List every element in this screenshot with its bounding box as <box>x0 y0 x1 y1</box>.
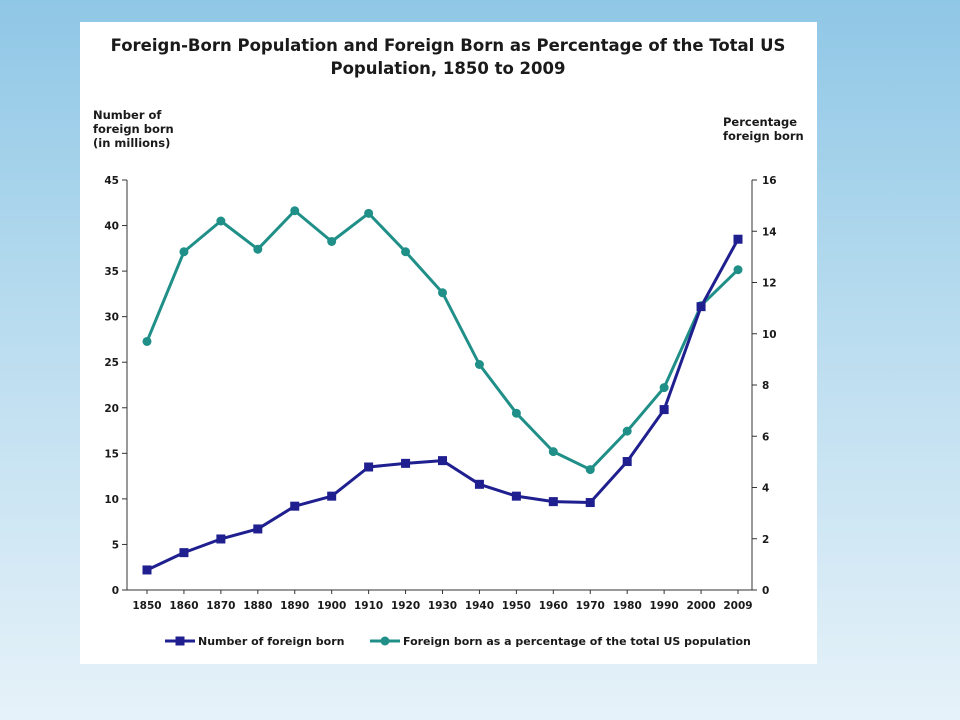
right-axis-tick-label: 2 <box>762 534 769 546</box>
legend-label-number-foreign-born: Number of foreign born <box>198 635 344 648</box>
x-axis-tick-label: 1970 <box>576 600 605 612</box>
data-point-number-foreign-born <box>438 456 447 466</box>
right-axis-tick-label: 0 <box>762 585 769 597</box>
data-point-number-foreign-born <box>290 501 300 511</box>
left-axis-tick-label: 40 <box>104 221 119 233</box>
right-axis-label-line-1: Percentage <box>723 115 797 129</box>
left-axis-label-line-3: (in millions) <box>93 136 170 150</box>
right-axis-tick-label: 16 <box>762 175 777 187</box>
chart-panel: Foreign-Born Population and Foreign Born… <box>80 22 817 664</box>
x-axis-tick-label: 1940 <box>465 600 494 612</box>
legend-marker-number-foreign-born <box>175 636 185 646</box>
data-point-percent-foreign-born <box>364 208 374 218</box>
x-axis-tick-label: 1900 <box>317 600 346 612</box>
data-point-number-foreign-born <box>733 234 743 244</box>
series-layer <box>142 206 743 575</box>
data-point-percent-foreign-born <box>438 288 447 298</box>
x-axis-tick-label: 1880 <box>243 600 272 612</box>
data-point-percent-foreign-born <box>327 237 337 246</box>
data-point-percent-foreign-born <box>474 360 484 369</box>
left-axis-label-line-2: foreign born <box>93 122 174 136</box>
right-axis-tick-label: 10 <box>762 329 777 341</box>
data-point-percent-foreign-born <box>216 216 226 226</box>
data-point-percent-foreign-born <box>253 244 263 254</box>
left-axis-tick-label: 30 <box>104 312 119 324</box>
data-point-percent-foreign-born <box>142 336 152 346</box>
left-axis-tick-label: 0 <box>112 585 119 597</box>
data-point-number-foreign-born <box>548 497 558 507</box>
x-axis-tick-label: 1850 <box>132 600 161 612</box>
x-axis-tick-label: 1980 <box>613 600 642 612</box>
data-point-number-foreign-born <box>622 457 632 467</box>
right-axis-tick-label: 4 <box>762 483 769 495</box>
axes: 0 5 10 15 20 25 30 35 40 45 0 2 4 6 8 10 12 14 16 1850 1860 1… <box>104 175 776 612</box>
data-point-number-foreign-born <box>179 548 189 558</box>
chart-title-line-2: Population, 1850 to 2009 <box>331 59 566 78</box>
data-point-percent-foreign-born <box>290 206 300 216</box>
right-axis-tick-label: 12 <box>762 278 777 290</box>
x-axis-tick-label: 1960 <box>539 600 568 612</box>
legend-label-percent-foreign-born: Foreign born as a percentage of the tota… <box>403 635 751 648</box>
left-axis-label-line-1: Number of <box>93 108 162 122</box>
right-axis-label-line-2: foreign born <box>723 129 804 143</box>
data-point-number-foreign-born <box>364 462 374 472</box>
x-axis-tick-label: 2000 <box>686 600 715 612</box>
data-point-number-foreign-born <box>511 491 521 501</box>
data-point-percent-foreign-born <box>548 447 558 457</box>
right-axis-tick-label: 14 <box>762 226 777 238</box>
left-axis-tick-label: 25 <box>104 357 119 369</box>
left-axis-tick-label: 45 <box>104 175 119 187</box>
x-axis-tick-label: 1920 <box>391 600 420 612</box>
left-axis-tick-label: 35 <box>104 266 119 278</box>
data-point-percent-foreign-born <box>401 247 411 257</box>
left-axis-tick-label: 20 <box>104 403 119 415</box>
left-axis-tick-label: 5 <box>112 539 119 551</box>
x-axis-tick-label: 2009 <box>723 600 752 612</box>
left-axis-tick-label: 15 <box>104 448 119 460</box>
x-axis-tick-label: 1990 <box>650 600 679 612</box>
x-axis-tick-label: 1950 <box>502 600 531 612</box>
data-point-number-foreign-born <box>401 458 411 468</box>
left-axis-tick-label: 10 <box>104 494 119 506</box>
legend: Number of foreign born Foreign born as a … <box>165 635 751 648</box>
data-point-number-foreign-born <box>327 491 337 501</box>
data-point-percent-foreign-born <box>733 265 743 275</box>
right-axis-tick-label: 8 <box>762 380 769 392</box>
x-axis-tick-label: 1910 <box>354 600 383 612</box>
data-point-percent-foreign-born <box>659 383 669 393</box>
right-axis-tick-label: 6 <box>762 431 769 443</box>
x-axis-tick-label: 1870 <box>206 600 235 612</box>
data-point-number-foreign-born <box>253 524 263 534</box>
data-point-number-foreign-born <box>696 302 706 312</box>
chart: Foreign-Born Population and Foreign Born… <box>93 36 804 648</box>
data-point-percent-foreign-born <box>622 426 632 436</box>
x-axis-tick-label: 1890 <box>280 600 309 612</box>
data-point-number-foreign-born <box>474 479 484 489</box>
x-axis-tick-label: 1860 <box>169 600 198 612</box>
legend-marker-percent-foreign-born <box>380 636 390 646</box>
data-point-number-foreign-born <box>216 534 226 544</box>
chart-title-line-1: Foreign-Born Population and Foreign Born… <box>111 36 786 55</box>
data-point-number-foreign-born <box>585 498 595 508</box>
data-point-percent-foreign-born <box>585 465 595 475</box>
data-point-number-foreign-born <box>142 565 152 575</box>
data-point-percent-foreign-born <box>179 247 189 257</box>
data-point-number-foreign-born <box>659 405 669 415</box>
x-axis-tick-label: 1930 <box>428 600 457 612</box>
data-point-percent-foreign-born <box>511 408 521 418</box>
